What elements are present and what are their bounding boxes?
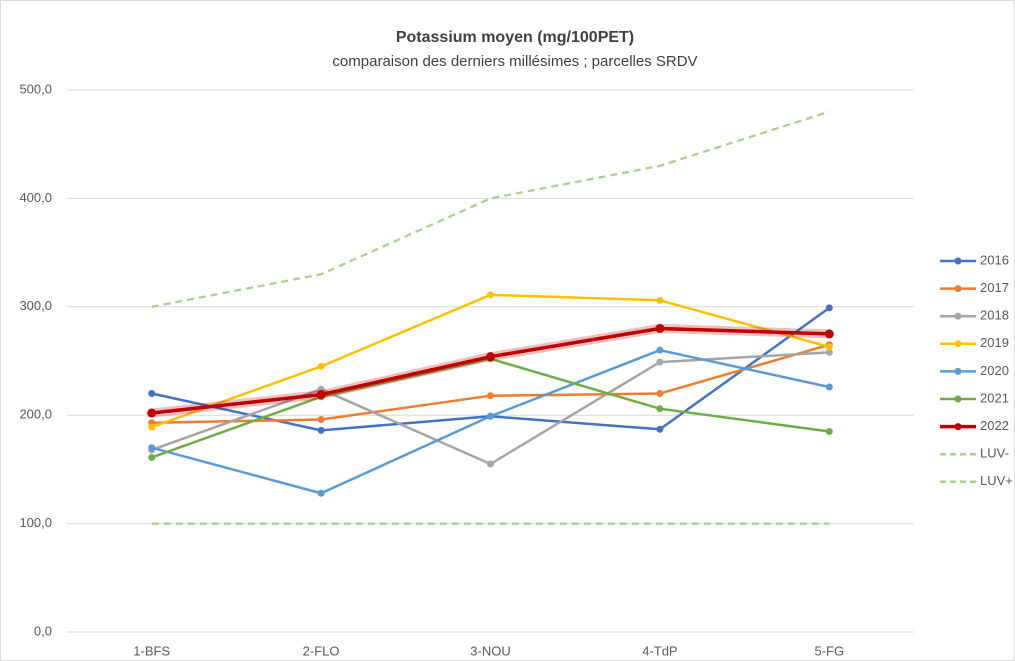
marker [656,425,664,433]
marker [825,304,833,312]
chart-subtitle: comparaison des derniers millésimes ; pa… [332,53,697,70]
legend-label: LUV- [980,446,1009,461]
legend-label: 2019 [980,335,1009,350]
legend-marker [954,285,962,293]
marker [316,390,326,400]
y-tick-label: 0,0 [34,623,52,638]
legend-label: 2022 [980,418,1009,433]
marker [824,329,834,339]
x-tick-label: 5-FG [814,643,844,658]
series-line [151,110,830,308]
legend-marker [954,395,962,403]
marker [317,426,325,434]
marker [317,489,325,497]
legend-marker [954,367,962,375]
legend-label: 2017 [980,280,1009,295]
legend-marker [954,340,962,348]
marker [656,346,664,354]
x-tick-label: 2-FLO [303,643,340,658]
legend-label: 2021 [980,390,1009,405]
marker [148,453,156,461]
marker [148,390,156,398]
marker [317,362,325,370]
chart-title: Potassium moyen (mg/100PET) [396,29,634,46]
marker [825,427,833,435]
x-tick-label: 1-BFS [133,643,170,658]
legend-label: 2020 [980,363,1009,378]
marker [486,352,495,362]
legend-marker [954,312,962,320]
marker [655,323,665,333]
marker [147,408,157,418]
legend-label: 2018 [980,308,1009,323]
marker [656,405,664,413]
legend-marker [954,257,962,265]
marker [656,358,664,366]
marker [487,392,494,400]
y-tick-label: 300,0 [19,298,52,313]
y-tick-label: 400,0 [19,190,52,205]
marker [825,383,833,391]
x-tick-label: 3-NOU [470,643,510,658]
x-tick-label: 4-TdP [642,643,677,658]
y-tick-label: 500,0 [19,81,52,96]
legend-label: LUV+ [980,473,1013,488]
marker [487,460,494,468]
legend-label: 2016 [980,252,1009,267]
marker [317,416,325,424]
marker [487,291,494,299]
marker [656,390,664,398]
marker [148,444,156,452]
y-tick-label: 100,0 [19,515,52,530]
marker [656,296,664,304]
marker [825,348,833,356]
legend-marker [954,423,962,431]
y-tick-label: 200,0 [19,407,52,422]
marker [487,412,494,420]
marker [148,423,156,431]
marker [825,343,833,351]
